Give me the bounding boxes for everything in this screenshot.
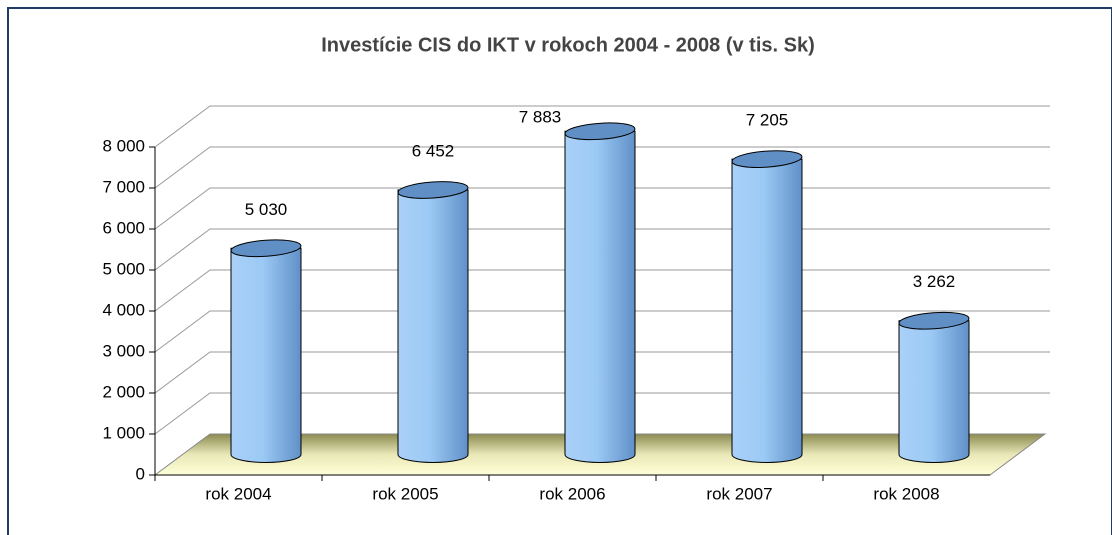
bar-top: [731, 150, 803, 168]
x-tick-label: rok 2004: [205, 484, 271, 503]
y-tick-label: 1 000: [102, 423, 145, 442]
y-tick-label: 2 000: [102, 382, 145, 401]
bar: [564, 130, 636, 463]
data-label: 5 030: [245, 200, 288, 219]
bar-top: [230, 239, 302, 258]
x-tick-label: rok 2008: [873, 484, 939, 503]
y-tick-label: 0: [136, 464, 145, 483]
x-tick-label: rok 2006: [539, 484, 605, 503]
data-label: 3 262: [913, 272, 956, 291]
data-label: 7 205: [746, 111, 789, 130]
y-tick-label: 3 000: [102, 341, 145, 360]
x-tick-label: rok 2007: [706, 484, 772, 503]
grid-line: [154, 146, 1050, 189]
y-tick-label: 5 000: [102, 259, 145, 278]
y-tick-label: 7 000: [102, 177, 145, 196]
bar-top: [898, 311, 970, 330]
bar-top: [397, 181, 469, 199]
bar: [898, 320, 970, 463]
y-tick-label: 4 000: [102, 300, 145, 319]
y-tick-label: 6 000: [102, 218, 145, 237]
data-label: 7 883: [519, 107, 562, 126]
bar: [230, 247, 302, 463]
data-label: 6 452: [412, 141, 455, 160]
chart-title: Investície CIS do IKT v rokoch 2004 - 20…: [321, 34, 815, 56]
bar: [731, 158, 803, 463]
x-tick-label: rok 2005: [372, 484, 438, 503]
bar-top: [564, 122, 636, 141]
grid-line: [154, 105, 1050, 148]
bar: [397, 189, 469, 463]
y-tick-label: 8 000: [102, 136, 145, 155]
